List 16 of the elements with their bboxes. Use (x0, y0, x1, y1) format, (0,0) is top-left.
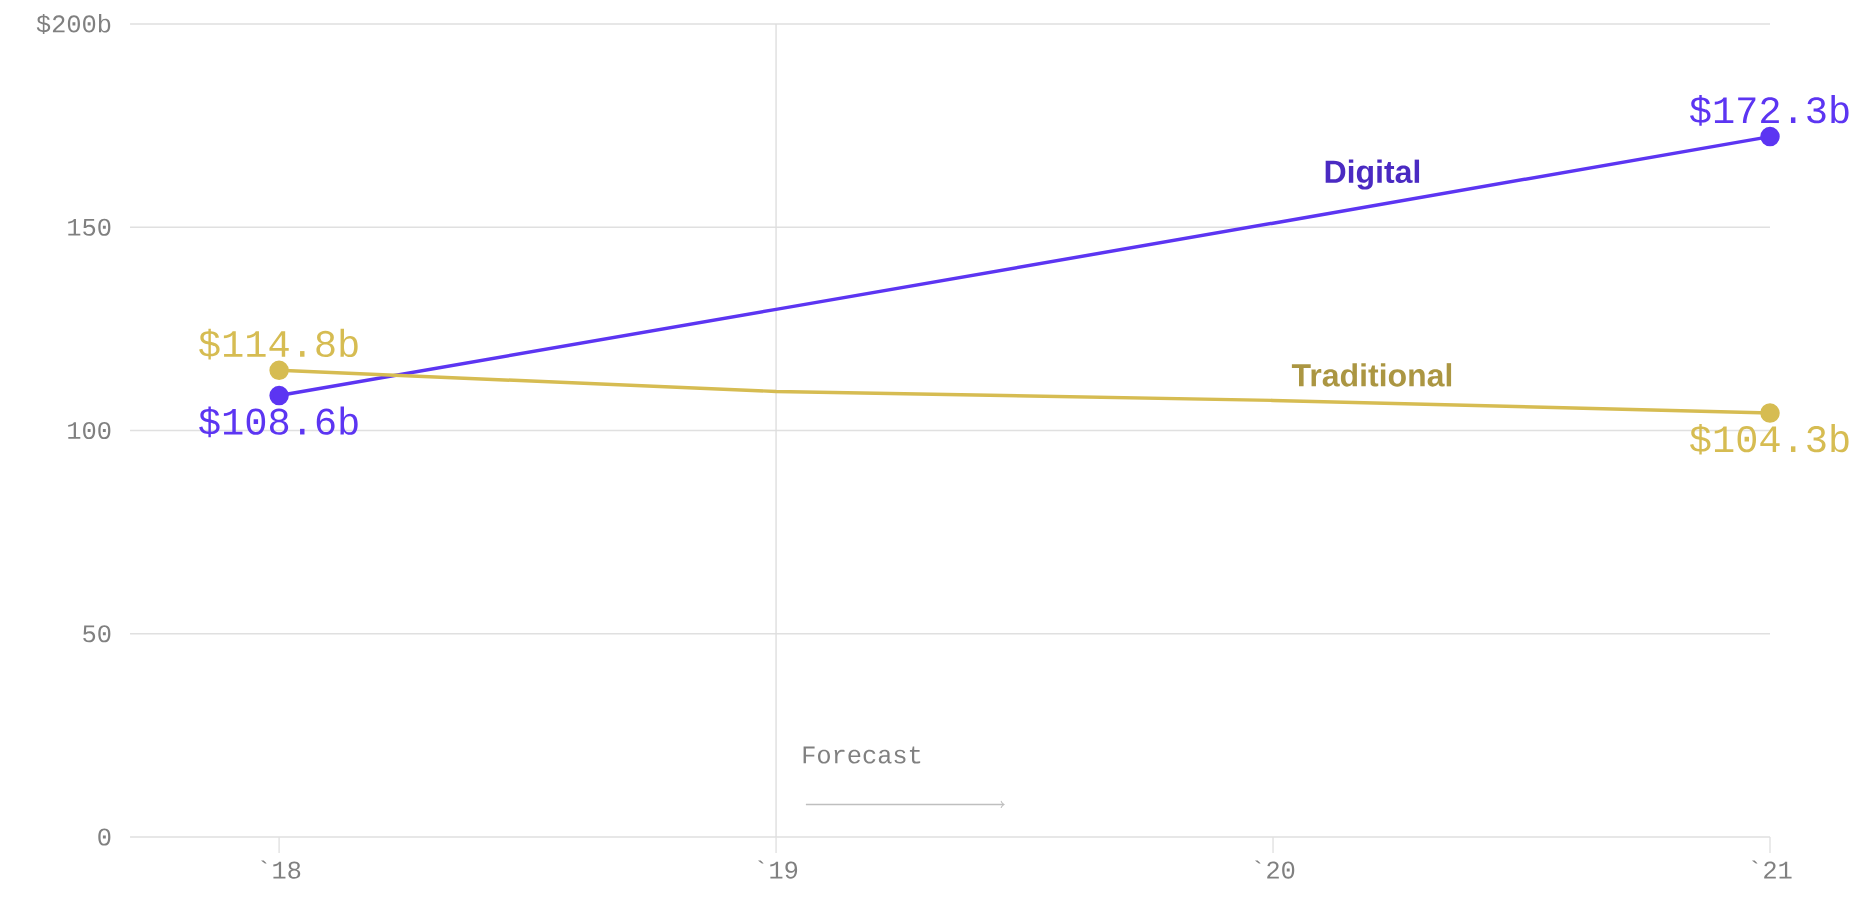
x-tick-label: `18 (261, 860, 301, 879)
x-tick-label: `21 (1752, 860, 1792, 879)
series-label: Traditional (1291, 363, 1452, 387)
ref-line-label: Forecast (803, 746, 921, 764)
y-tick-label: 150 (68, 218, 111, 236)
data-label: $114.8b (199, 328, 358, 360)
x-tick-label: `20 (1255, 860, 1295, 879)
data-label: $108.6b (199, 406, 358, 438)
y-tick-label: $200b (36, 13, 111, 35)
y-tick-label: 50 (83, 625, 111, 643)
x-tick-label: `19 (758, 860, 798, 879)
data-label: $104.3b (1690, 423, 1849, 455)
data-label: $172.3b (1690, 94, 1849, 126)
y-tick-label: 100 (68, 421, 111, 440)
series-label: Digital (1325, 159, 1420, 190)
y-tick-label: 0 (98, 828, 111, 846)
